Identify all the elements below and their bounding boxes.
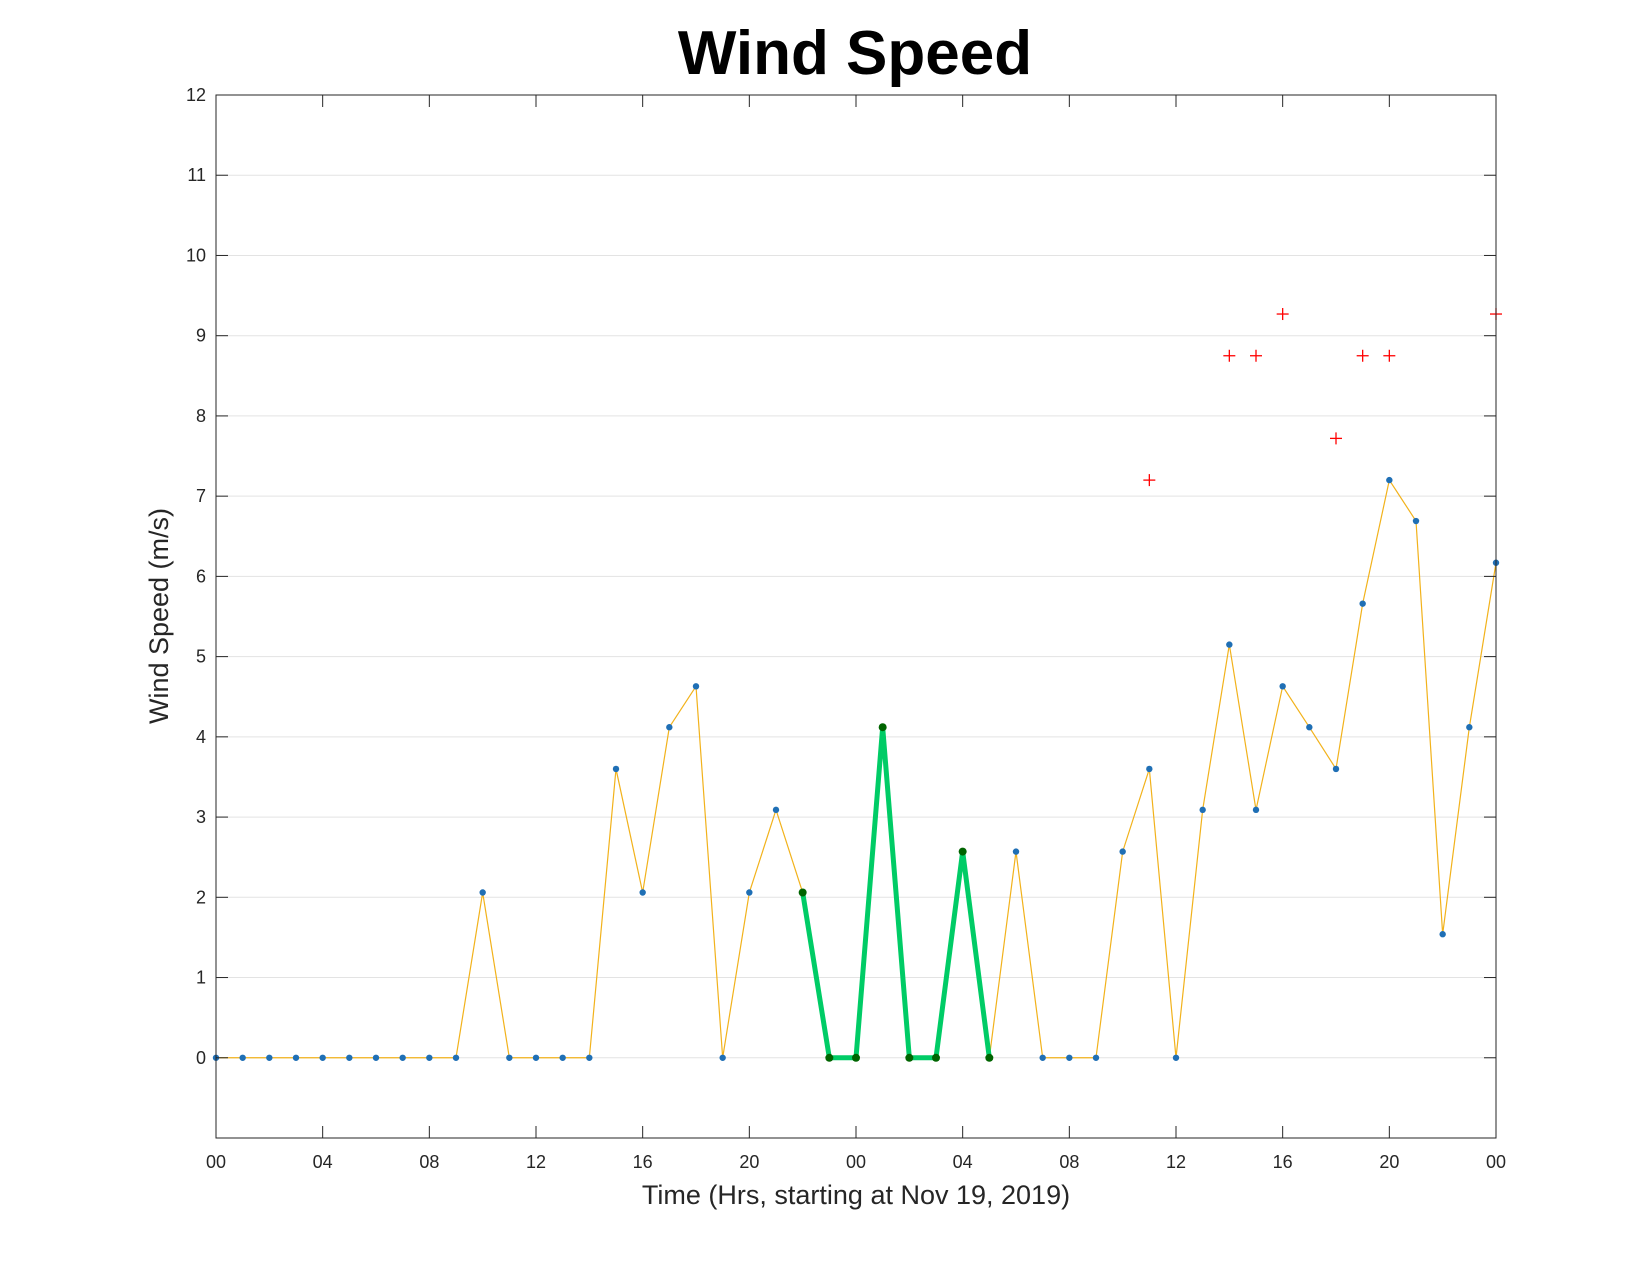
highlight-data-point xyxy=(852,1053,860,1062)
plus-marker xyxy=(1223,349,1236,362)
highlight-data-point xyxy=(985,1053,994,1062)
data-point xyxy=(1012,848,1020,855)
x-tick-label: 20 xyxy=(739,1152,759,1172)
x-tick-label: 08 xyxy=(1059,1152,1079,1172)
plus-marker xyxy=(1143,474,1156,487)
y-tick-label: 12 xyxy=(186,85,206,105)
grid-lines xyxy=(216,94,1496,1059)
plus-marker xyxy=(1250,349,1262,362)
data-point xyxy=(612,765,620,773)
highlight-data-point xyxy=(798,888,807,897)
data-point xyxy=(1279,683,1286,690)
highlight-data-point xyxy=(958,847,967,856)
data-point xyxy=(479,889,486,896)
data-point xyxy=(692,683,700,690)
data-point xyxy=(1359,600,1366,607)
data-point xyxy=(639,889,646,896)
data-point xyxy=(1386,476,1393,484)
y-tick-label: 11 xyxy=(187,165,206,185)
data-point xyxy=(1039,1054,1046,1061)
data-point xyxy=(586,1054,593,1061)
data-point xyxy=(1252,806,1260,814)
y-tick-label: 10 xyxy=(186,245,206,265)
x-tick-label: 04 xyxy=(953,1152,973,1172)
data-point xyxy=(426,1054,433,1061)
x-tick-label: 16 xyxy=(1273,1152,1293,1172)
data-point xyxy=(666,724,673,731)
data-point xyxy=(1199,806,1206,814)
data-point xyxy=(372,1054,380,1061)
data-point xyxy=(746,889,753,896)
x-tick-label: 00 xyxy=(206,1152,226,1172)
data-point xyxy=(346,1054,353,1061)
data-point xyxy=(506,1054,513,1061)
data-point xyxy=(239,1054,246,1061)
highlight-data-point xyxy=(878,723,887,732)
wind-speed-series-line xyxy=(216,478,1497,1059)
plus-marker xyxy=(1330,432,1342,445)
y-tick-label: 8 xyxy=(196,406,206,426)
data-point xyxy=(292,1054,300,1061)
data-point xyxy=(1172,1054,1180,1061)
data-point xyxy=(1332,765,1340,773)
y-tick-label: 1 xyxy=(196,968,206,988)
x-tick-label: 00 xyxy=(846,1152,866,1172)
data-point xyxy=(1092,1054,1100,1061)
y-tick-label: 7 xyxy=(196,486,206,506)
highlight-data-point xyxy=(825,1053,834,1062)
x-tick-label: 12 xyxy=(1166,1152,1186,1172)
data-point xyxy=(772,806,780,814)
y-tick-label: 2 xyxy=(196,887,206,907)
data-point xyxy=(452,1054,460,1061)
x-tick-label: 16 xyxy=(633,1152,653,1172)
data-point xyxy=(1146,765,1153,773)
x-tick-label: 12 xyxy=(526,1152,546,1172)
x-tick-label: 08 xyxy=(419,1152,439,1172)
y-tick-label: 5 xyxy=(196,647,206,667)
data-point xyxy=(719,1054,726,1061)
x-tick-label: 00 xyxy=(1486,1152,1506,1172)
data-point xyxy=(559,1054,566,1061)
plus-marker xyxy=(1383,349,1396,362)
data-point xyxy=(1466,724,1473,731)
data-point xyxy=(532,1054,540,1061)
plus-marker xyxy=(1356,349,1369,362)
data-point xyxy=(1066,1054,1073,1061)
y-tick-label: 0 xyxy=(196,1048,206,1068)
y-tick-label: 6 xyxy=(196,566,206,586)
y-tick-label: 3 xyxy=(196,807,206,827)
y-tick-label: 9 xyxy=(196,326,206,346)
data-point xyxy=(1306,724,1313,731)
highlight-series-line xyxy=(800,727,992,1061)
y-axis-label: Wind Speed (m/s) xyxy=(144,508,174,724)
data-point xyxy=(319,1054,326,1061)
chart-title: Wind Speed xyxy=(678,19,1032,88)
x-tick-label: 20 xyxy=(1379,1152,1399,1172)
data-point xyxy=(399,1054,406,1061)
highlight-data-point xyxy=(905,1053,914,1062)
y-tick-label: 4 xyxy=(196,727,206,747)
data-point xyxy=(1226,641,1233,648)
data-point xyxy=(1119,848,1126,855)
data-point xyxy=(1412,517,1420,525)
data-point xyxy=(1439,931,1446,938)
data-point xyxy=(266,1054,273,1061)
plot-area xyxy=(212,308,1502,1062)
x-tick-label: 04 xyxy=(313,1152,333,1172)
x-axis-label: Time (Hrs, starting at Nov 19, 2019) xyxy=(642,1180,1070,1210)
plus-marker xyxy=(1276,308,1289,321)
axes-frame xyxy=(215,94,1497,1139)
highlight-data-point xyxy=(932,1053,940,1062)
